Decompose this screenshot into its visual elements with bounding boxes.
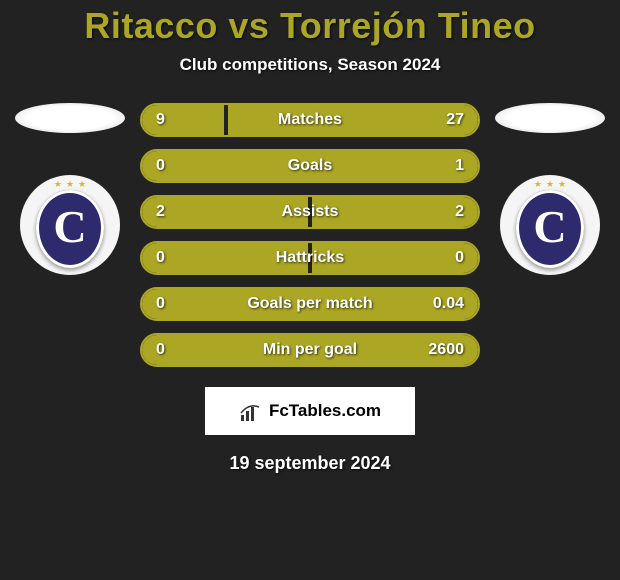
stat-label: Goals — [142, 151, 478, 181]
badge-stars-icon: ★★★ — [40, 179, 100, 190]
fctables-icon — [239, 401, 263, 421]
attribution-text: FcTables.com — [269, 401, 381, 421]
club-badge-right: ★★★ C — [500, 175, 600, 275]
player-left-column: ★★★ C — [10, 103, 130, 275]
stat-label: Hattricks — [142, 243, 478, 273]
country-flag-right — [495, 103, 605, 133]
page-title: Ritacco vs Torrejón Tineo — [0, 5, 620, 47]
stat-bar: 00.04Goals per match — [140, 287, 480, 321]
badge-stars-icon: ★★★ — [520, 179, 580, 190]
attribution-logo: FcTables.com — [205, 387, 415, 435]
content-row: ★★★ C 927Matches 01Goals 22Assists 00Hattri… — [0, 103, 620, 379]
club-badge-left: ★★★ C — [20, 175, 120, 275]
stat-bar: 927Matches — [140, 103, 480, 137]
date-label: 19 september 2024 — [0, 453, 620, 474]
stats-bars: 927Matches 01Goals 22Assists 00Hattricks 00.… — [140, 103, 480, 379]
stat-bar: 02600Min per goal — [140, 333, 480, 367]
stat-label: Min per goal — [142, 335, 478, 365]
comparison-infographic: Ritacco vs Torrejón Tineo Club competiti… — [0, 0, 620, 474]
stat-label: Matches — [142, 105, 478, 135]
stat-bar: 00Hattricks — [140, 241, 480, 275]
shield-icon: C — [516, 190, 584, 268]
stat-bar: 22Assists — [140, 195, 480, 229]
player-right-column: ★★★ C — [490, 103, 610, 275]
stat-bar: 01Goals — [140, 149, 480, 183]
stat-label: Goals per match — [142, 289, 478, 319]
country-flag-left — [15, 103, 125, 133]
shield-icon: C — [36, 190, 104, 268]
stat-label: Assists — [142, 197, 478, 227]
subtitle: Club competitions, Season 2024 — [0, 55, 620, 75]
